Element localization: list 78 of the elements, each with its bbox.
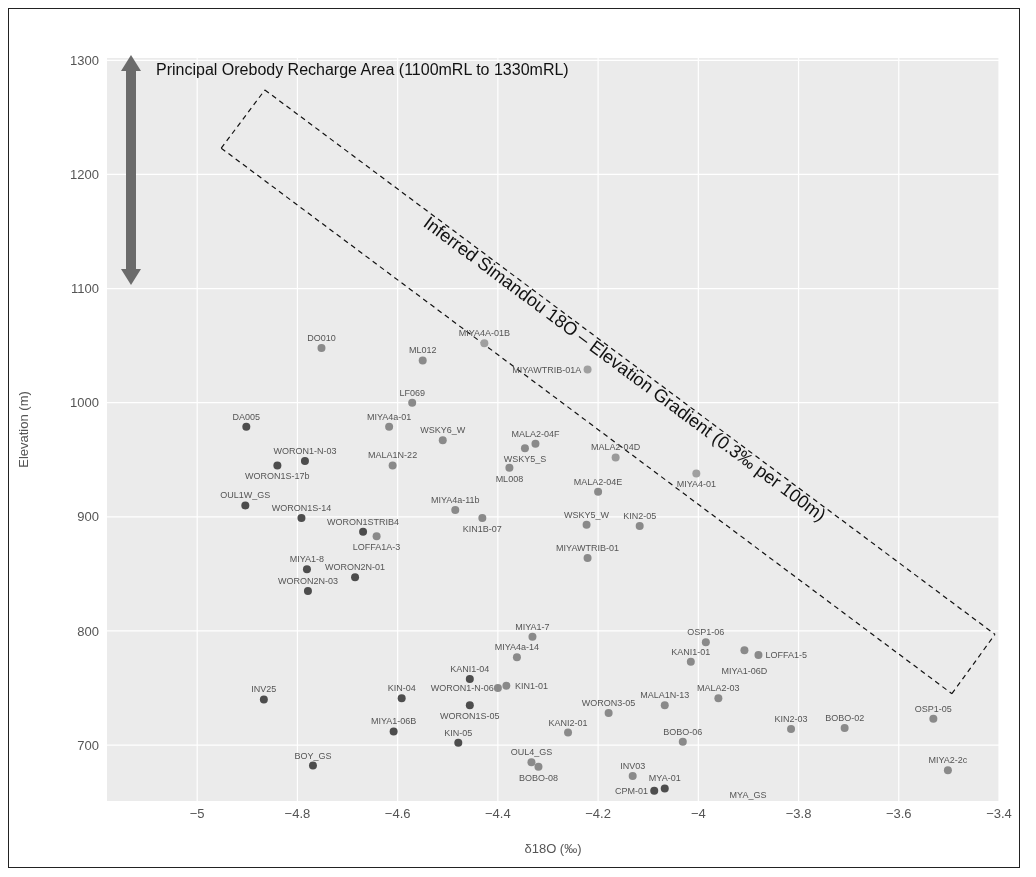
data-label: CPM-01 xyxy=(615,785,649,796)
data-label: WSKY5_S xyxy=(503,454,547,465)
data-label: KIN-05 xyxy=(444,727,473,738)
data-label: MIYA1-06D xyxy=(721,666,768,677)
data-label: MIYAWTRIB-01 xyxy=(556,542,620,553)
data-label: WORON1S-05 xyxy=(440,711,500,722)
y-tick-label: 1300 xyxy=(70,52,99,68)
data-label: MALA2-03 xyxy=(697,683,740,694)
y-tick-label: 1200 xyxy=(70,167,99,183)
data-label: MALA2-04F xyxy=(511,428,560,439)
data-label: ML012 xyxy=(408,345,437,356)
x-tick-label: −4 xyxy=(690,806,706,822)
data-label: WORON1STRIB4 xyxy=(327,516,400,527)
data-label: ML008 xyxy=(495,473,524,484)
data-label: WORON1S-17b xyxy=(245,471,310,482)
data-label: MALA2-04E xyxy=(573,476,623,487)
data-label: KIN2-05 xyxy=(623,510,657,521)
data-label: DO010 xyxy=(307,332,336,343)
data-label: KIN-04 xyxy=(387,683,416,694)
x-tick-label: −3.6 xyxy=(885,806,912,822)
data-label: MIYA4a-01 xyxy=(366,411,412,422)
data-label: LOFFA1-5 xyxy=(765,649,808,660)
data-label: MIYA1-8 xyxy=(289,554,325,565)
x-tick-label: −5 xyxy=(189,806,205,822)
data-label: OUL1W_GS xyxy=(220,490,271,501)
data-label: KIN2-03 xyxy=(774,714,808,725)
data-label: WSKY5_W xyxy=(564,509,610,520)
data-label: OUL4_GS xyxy=(510,747,553,758)
data-label: BOBO-08 xyxy=(518,772,558,783)
data-label: WORON1-N-06 xyxy=(430,683,494,694)
data-label: MALA2-04D xyxy=(591,442,641,453)
data-label: OSP1-05 xyxy=(914,703,952,714)
data-label: INV03 xyxy=(620,760,646,771)
data-label: KANI1-04 xyxy=(450,663,490,674)
data-label: MIYA4A-01B xyxy=(458,328,511,339)
data-label: WSKY6_W xyxy=(420,425,466,436)
data-label: WORON3-05 xyxy=(581,698,636,709)
y-tick-label: 1100 xyxy=(71,281,99,297)
data-label: MYA-01 xyxy=(648,773,681,784)
data-label: MALA1N-13 xyxy=(640,690,690,701)
data-label: WORON2N-03 xyxy=(277,576,338,586)
annotation: Principal Orebody Recharge Area (1100mRL to 1330mRL) xyxy=(156,61,569,78)
data-label: MIYA1-7 xyxy=(515,621,550,632)
data-label: WORON1S-14 xyxy=(271,502,332,513)
x-tick-label: −4.6 xyxy=(384,806,411,822)
x-tick-label: −3.8 xyxy=(785,806,812,822)
data-label: BOY_GS xyxy=(294,750,332,761)
data-label: WORON2N-01 xyxy=(325,562,386,573)
data-label: LOFFA1A-3 xyxy=(352,542,401,553)
data-label: BOBO-06 xyxy=(663,726,703,737)
y-tick-label: 900 xyxy=(77,509,99,525)
data-label: MIYA4-01 xyxy=(676,479,716,490)
data-label: MIYAWTRIB-01A xyxy=(512,364,582,375)
data-label: KIN1-01 xyxy=(515,680,549,691)
data-label: MIYA2-2c xyxy=(928,755,968,766)
data-label: MIYA4a-14 xyxy=(494,642,540,653)
y-tick-label: 1000 xyxy=(70,395,99,411)
data-label: LF069 xyxy=(399,387,425,398)
x-tick-label: −4.2 xyxy=(585,806,611,822)
x-axis-title: δ18O (‰) xyxy=(524,841,582,856)
y-tick-label: 700 xyxy=(77,737,99,753)
x-tick-label: −3.4 xyxy=(986,806,1012,822)
data-label: KANI1-01 xyxy=(671,646,711,657)
data-label: MIYA1-06B xyxy=(370,716,417,727)
data-label: DA005 xyxy=(232,411,261,422)
data-label: WORON1-N-03 xyxy=(273,445,337,456)
x-tick-label: −4.8 xyxy=(284,806,311,822)
data-label: INV25 xyxy=(251,684,277,695)
data-label: BOBO-02 xyxy=(825,712,865,723)
data-label: KANI2-01 xyxy=(548,717,588,728)
data-label: MALA1N-22 xyxy=(368,450,418,461)
y-tick-label: 800 xyxy=(77,623,99,639)
data-label: OSP1-06 xyxy=(687,627,725,638)
data-label: KIN1B-07 xyxy=(462,523,502,534)
y-axis-title: Elevation (m) xyxy=(15,391,31,468)
x-tick-label: −4.4 xyxy=(485,806,511,822)
data-label: MIYA4a-11b xyxy=(430,494,480,505)
annotation: MYA_GS xyxy=(729,790,767,800)
